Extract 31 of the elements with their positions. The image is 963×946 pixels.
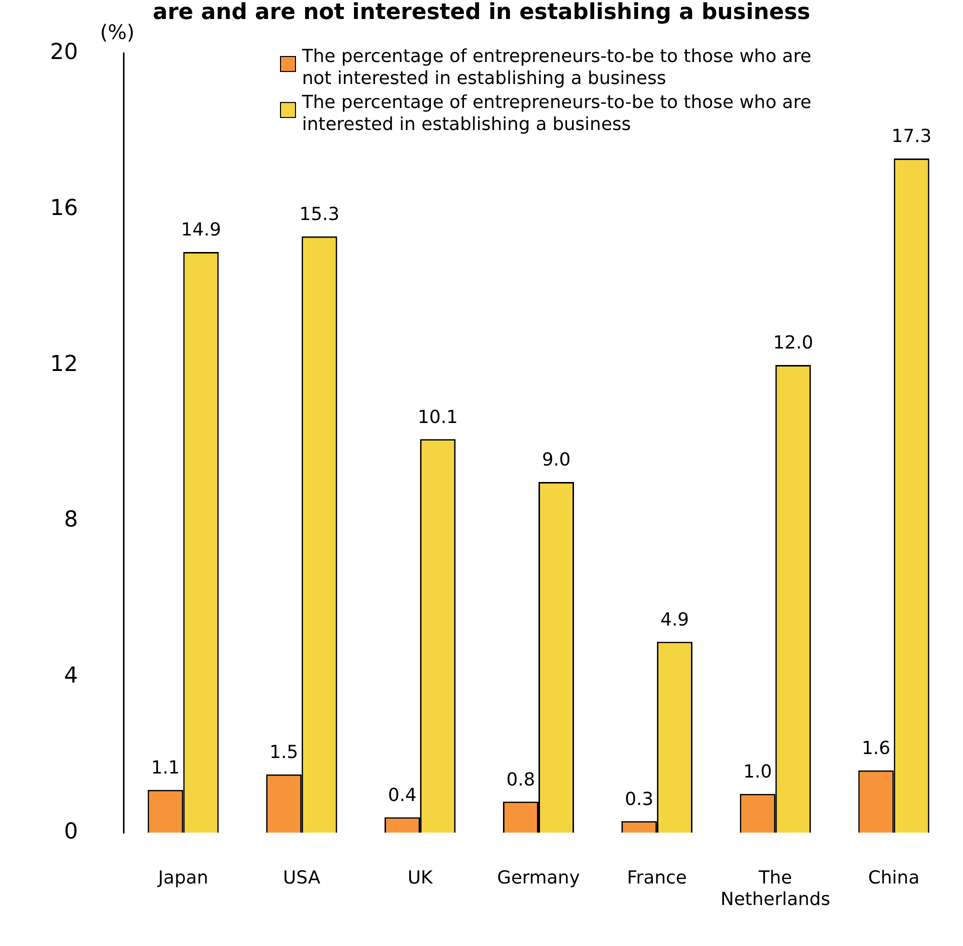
- data-label: 1.5: [270, 742, 298, 763]
- data-label: 1.1: [151, 758, 180, 779]
- x-tick-label: Japan: [157, 867, 208, 888]
- data-label: 15.3: [299, 204, 340, 226]
- x-tick-label: France: [626, 867, 687, 888]
- y-tick-label: 8: [64, 508, 78, 533]
- y-tick-label: 20: [50, 40, 78, 65]
- y-axis-title: (%): [100, 20, 135, 44]
- y-tick-label: 16: [50, 196, 78, 221]
- x-tick-label: The Netherlands: [720, 867, 830, 910]
- data-label: 10.1: [418, 406, 458, 428]
- data-label: 0.4: [388, 784, 417, 806]
- x-tick-label: USA: [283, 867, 321, 888]
- data-label: 1.0: [743, 761, 772, 782]
- x-tick-label: China: [868, 867, 920, 888]
- legend-label: The percentage of entrepreneurs-to-be to those who are not interested in establishing a business: [302, 46, 812, 90]
- data-label: 14.9: [180, 220, 222, 241]
- data-label: 12.0: [773, 332, 814, 354]
- y-tick-label: 12: [50, 352, 78, 377]
- chart-title: are and are not interested in establishing a business: [152, 0, 810, 25]
- data-label: 0.8: [506, 769, 536, 790]
- y-tick-label: 0: [64, 820, 78, 845]
- legend-label: The percentage of entrepreneurs-to-be to those who are interested in establishing a business: [302, 92, 812, 136]
- data-label: 9.0: [542, 450, 571, 471]
- x-tick-label: Germany: [497, 867, 580, 888]
- data-label: 17.3: [892, 126, 932, 148]
- data-label: 1.6: [862, 738, 890, 760]
- x-tick-label: UK: [408, 867, 434, 888]
- data-label: 4.9: [660, 609, 690, 630]
- y-tick-label: 4: [64, 664, 78, 689]
- data-label: 0.3: [624, 788, 654, 810]
